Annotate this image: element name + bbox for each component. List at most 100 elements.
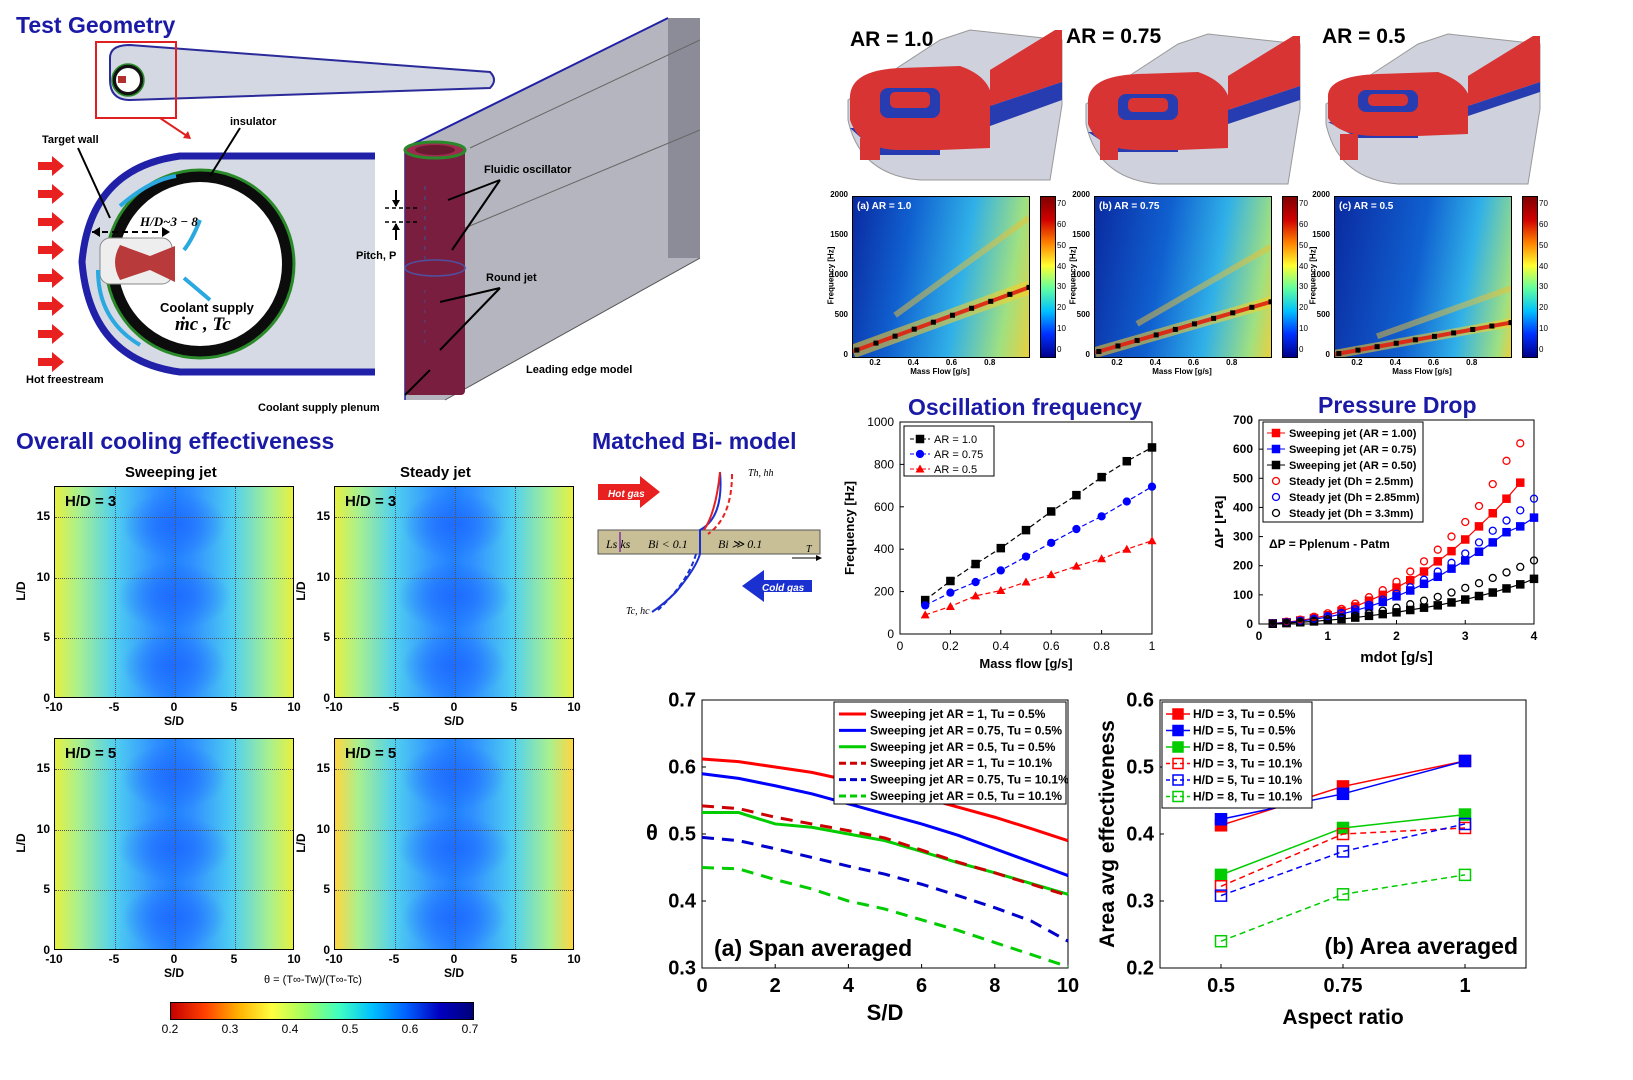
series-line — [701, 772, 1069, 877]
spectrogram-marker — [1115, 343, 1121, 349]
data-point — [1296, 617, 1305, 627]
spectrogram-marker — [1191, 321, 1197, 327]
spectrogram-xtick: 0.8 — [984, 358, 996, 367]
data-point — [1392, 583, 1401, 592]
data-point — [1046, 570, 1056, 579]
tick-label-x: 0.6 — [1043, 639, 1060, 653]
data-point — [1516, 439, 1525, 448]
data-point — [1021, 552, 1031, 561]
legend: Sweeping jet AR = 1, Tu = 0.5% Sweeping j… — [833, 701, 1069, 805]
sweeping-jet-col-title: Sweeping jet — [125, 464, 217, 481]
cooling-ytick: 0 — [323, 943, 330, 957]
spectrogram-ytick: 1500 — [1312, 230, 1330, 239]
series-circle — [921, 482, 1157, 610]
tick-label-y: 0.6 — [668, 757, 696, 779]
cooling-map-label: H/D = 3 — [345, 493, 397, 510]
cooling-map-label: H/D = 5 — [345, 745, 397, 762]
data-point — [1021, 577, 1031, 586]
cooling-map-gridline — [395, 487, 396, 697]
tick-label-y: 0 — [887, 627, 894, 641]
data-point — [1072, 490, 1081, 500]
series-open-circle — [1268, 556, 1539, 628]
series-line — [701, 866, 1069, 969]
spectrogram-overlay — [1095, 244, 1271, 357]
tick-label-y: 500 — [1233, 471, 1253, 485]
y-axis-label: Area avg effectiveness — [1096, 720, 1119, 948]
spectrogram-ytick: 2000 — [1072, 190, 1090, 199]
tick-label-y: 200 — [1233, 559, 1253, 573]
spectrogram-overlay — [853, 215, 1029, 357]
cooling-ytick: 15 — [36, 509, 50, 524]
data-point — [1488, 588, 1497, 597]
tc-hc-label: Tc, hc — [626, 606, 650, 617]
data-point — [1282, 618, 1291, 627]
tick-label-y: 700 — [1233, 414, 1253, 427]
span-averaged-chart: 0 2 4 6 8 10 0.3 0.4 0.5 0.6 0.7 Sweeping jet AR = … — [646, 690, 1079, 1025]
chart-panel-title: (b) Area averaged — [1325, 933, 1518, 959]
tick-label-y: 1000 — [867, 416, 894, 429]
spectrogram-ytick: 1000 — [1072, 270, 1090, 279]
coolant-supply-label: Coolant supply — [160, 300, 254, 315]
data-point — [1502, 456, 1511, 465]
cooling-map-gridline — [515, 487, 516, 697]
data-point — [1336, 827, 1350, 841]
data-point — [1516, 506, 1525, 515]
spectrogram-cbar-tick: 60 — [1539, 219, 1548, 229]
tick-label-y: 400 — [874, 542, 894, 556]
ar1-title: AR = 1.0 — [850, 28, 934, 51]
cooling-xtick: 0 — [170, 700, 178, 714]
ar075-title: AR = 0.75 — [1066, 25, 1162, 48]
tick-label-x: 10 — [1057, 975, 1079, 997]
data-point — [996, 543, 1006, 553]
cooling-map-gridline — [335, 577, 573, 579]
theta-colorbar — [170, 1002, 474, 1020]
spectrogram-marker — [1336, 351, 1342, 357]
legend-label: Steady jet (Dh = 2.5mm) — [1289, 476, 1414, 488]
data-point — [1461, 535, 1470, 544]
data-point — [1147, 443, 1157, 452]
data-point — [1323, 615, 1332, 624]
cooling-map: H/D = 3 — [54, 486, 294, 698]
tick-label-y: 0.5 — [1126, 757, 1154, 779]
matched-bi-title: Matched Bi- model — [592, 428, 797, 454]
series — [1214, 868, 1472, 948]
spectrogram-marker — [1431, 333, 1437, 339]
spectrogram-ytick: 0 — [843, 350, 848, 359]
data-point — [1447, 546, 1456, 556]
spectrogram-cbar-tick: 20 — [1299, 303, 1308, 313]
data-point — [1147, 536, 1157, 545]
spectrogram-harmonic — [1135, 244, 1271, 327]
cooling-map-gridline — [455, 739, 456, 949]
spectrogram-ytick: 0 — [1085, 350, 1090, 359]
cooling-xtick: -5 — [108, 952, 120, 966]
spectrogram-cbar-tick: 30 — [1299, 282, 1308, 292]
legend-box — [1161, 701, 1313, 809]
cooling-ylabel: L/D — [294, 581, 308, 601]
tick-label-y: 0.3 — [668, 958, 696, 980]
spectrogram-panel-label: (c) AR = 0.5 — [1339, 201, 1394, 212]
series-line — [1220, 823, 1466, 897]
tick-label-x: 1 — [1459, 975, 1470, 997]
spectrogram-xlabel: Mass Flow [g/s] — [1392, 367, 1452, 376]
data-point — [1502, 527, 1511, 537]
spectrogram-cbar-tick: 60 — [1057, 219, 1066, 229]
series-line — [1220, 827, 1466, 887]
spectrogram-xlabel: Mass Flow [g/s] — [910, 367, 970, 376]
cooling-map-gridline — [55, 829, 293, 831]
data-point — [1378, 595, 1387, 604]
cooling-ytick: 5 — [323, 630, 330, 645]
data-point — [1122, 544, 1132, 553]
spectrogram-colorbar — [1282, 196, 1298, 358]
pressure-drop-title: Pressure Drop — [1318, 392, 1477, 418]
cooling-map-label: H/D = 5 — [65, 745, 117, 762]
data-point — [1488, 573, 1497, 583]
spectrogram-cbar-tick: 40 — [1057, 261, 1066, 271]
data-point — [1378, 606, 1387, 615]
spectrogram-marker — [854, 347, 860, 353]
ls-ks-label: Ls ks — [606, 537, 631, 551]
data-point — [971, 591, 981, 600]
tick-label-x: 1 — [1149, 639, 1156, 653]
chart-panel-title: (a) Span averaged — [714, 935, 912, 961]
spectrogram-marker — [1230, 310, 1236, 316]
spectrogram-cbar-tick: 30 — [1539, 282, 1548, 292]
